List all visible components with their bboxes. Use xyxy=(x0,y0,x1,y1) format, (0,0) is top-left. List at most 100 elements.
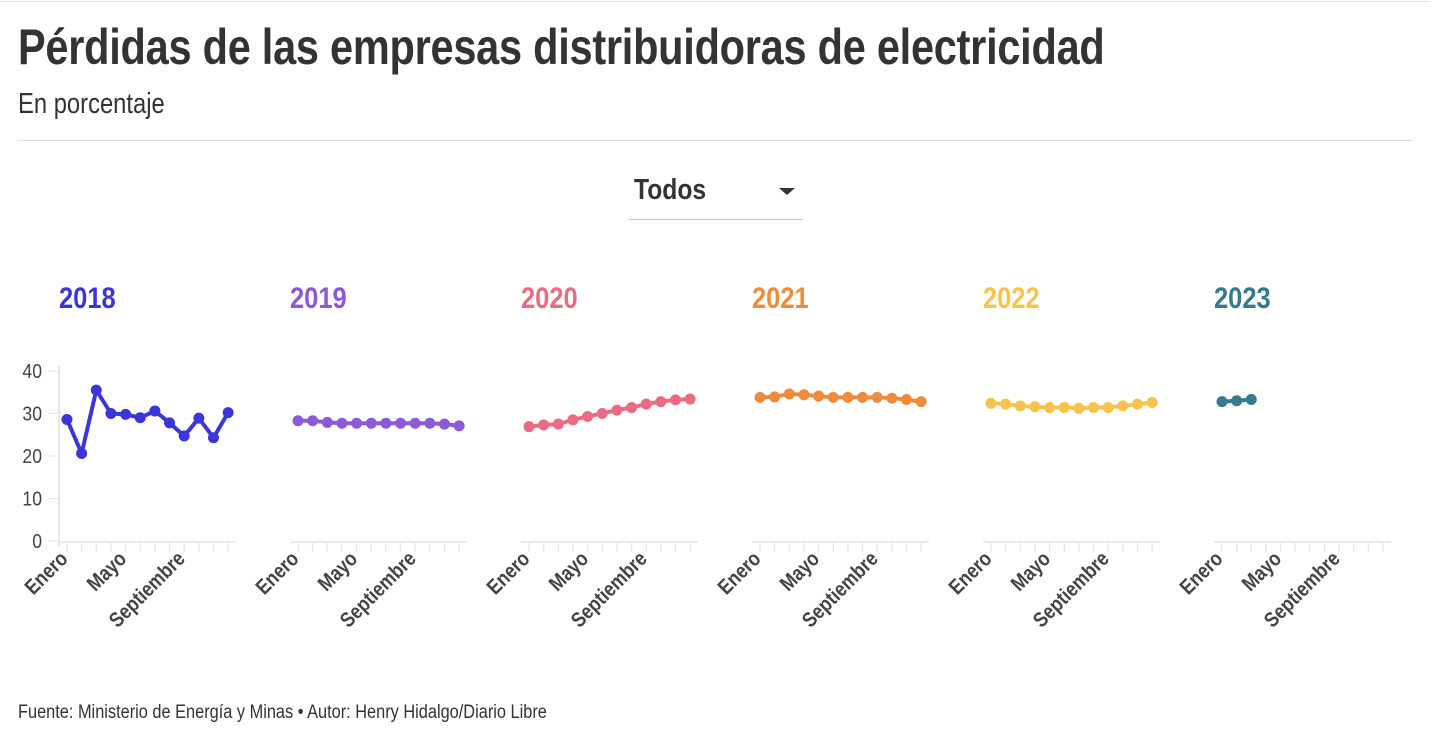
data-point xyxy=(1000,398,1012,410)
data-point xyxy=(208,432,219,444)
data-point xyxy=(307,415,319,427)
year-filter-select[interactable]: Todos xyxy=(628,168,803,220)
data-point xyxy=(1146,396,1158,408)
data-point xyxy=(567,414,579,426)
data-point xyxy=(365,417,377,429)
data-point xyxy=(1029,401,1041,413)
data-point xyxy=(395,417,407,429)
data-point xyxy=(409,417,421,429)
data-point xyxy=(552,418,564,430)
data-point xyxy=(76,447,88,459)
data-point xyxy=(596,408,608,419)
y-tick-label: 20 xyxy=(22,445,42,467)
x-tick-label: Mayo xyxy=(1006,547,1055,596)
x-tick-label: Mayo xyxy=(313,547,362,596)
data-point xyxy=(611,404,623,416)
data-point xyxy=(827,391,839,403)
y-tick-label: 30 xyxy=(22,402,42,424)
x-tick-label: Mayo xyxy=(544,547,593,596)
data-point xyxy=(193,412,205,424)
data-point xyxy=(901,393,912,405)
data-point xyxy=(1044,402,1056,414)
data-point xyxy=(453,420,465,432)
data-point xyxy=(538,419,550,431)
series-line-2018 xyxy=(65,388,231,456)
data-point xyxy=(655,396,667,408)
data-point xyxy=(439,418,450,430)
top-rule xyxy=(0,1,1430,2)
x-tick-label: Enero xyxy=(944,547,997,600)
caret-down-icon xyxy=(779,188,795,195)
data-point xyxy=(915,396,927,408)
data-point xyxy=(1058,402,1070,414)
data-point xyxy=(582,410,594,422)
x-tick-label: Enero xyxy=(713,547,766,600)
data-point xyxy=(684,393,696,405)
data-point xyxy=(1088,402,1100,414)
year-filter-value: Todos xyxy=(634,174,707,206)
data-point xyxy=(626,402,638,414)
x-tick-label: Enero xyxy=(20,547,73,600)
data-point xyxy=(886,392,898,404)
data-point xyxy=(813,390,825,402)
data-point xyxy=(380,417,392,429)
data-point xyxy=(640,398,652,410)
x-tick-label: Enero xyxy=(1175,547,1228,600)
year-label-2019: 2019 xyxy=(290,282,347,315)
data-point xyxy=(1073,402,1085,414)
data-point xyxy=(336,417,348,429)
data-point xyxy=(871,391,883,403)
data-point xyxy=(424,417,436,429)
data-point xyxy=(222,407,234,419)
data-point xyxy=(149,405,161,417)
data-point xyxy=(857,391,869,403)
data-point xyxy=(1132,398,1143,410)
data-point xyxy=(985,397,997,409)
header-divider xyxy=(17,140,1413,141)
year-label-2022: 2022 xyxy=(983,282,1040,315)
data-point xyxy=(61,413,73,425)
data-point xyxy=(1117,400,1129,412)
data-point xyxy=(321,416,333,428)
data-point xyxy=(670,394,681,406)
data-point xyxy=(523,421,535,433)
data-point xyxy=(120,408,132,420)
data-point xyxy=(134,412,146,424)
data-point xyxy=(164,417,176,429)
x-tick-label: Mayo xyxy=(775,547,824,596)
data-point xyxy=(798,389,810,401)
data-point xyxy=(754,391,766,403)
data-point xyxy=(178,430,190,442)
y-tick-label: 10 xyxy=(22,487,42,509)
data-point xyxy=(351,417,363,429)
x-tick-label: Enero xyxy=(482,547,535,600)
data-point xyxy=(1245,393,1257,405)
x-tick-label: Mayo xyxy=(1237,547,1286,596)
page-subtitle: En porcentaje xyxy=(18,88,165,120)
data-point xyxy=(1216,396,1228,408)
year-label-2023: 2023 xyxy=(1214,282,1271,315)
y-tick-label: 40 xyxy=(22,360,42,382)
data-point xyxy=(1231,395,1243,407)
year-label-2018: 2018 xyxy=(59,282,116,315)
data-point xyxy=(1014,400,1026,412)
y-tick-label: 0 xyxy=(32,530,42,552)
year-label-2020: 2020 xyxy=(521,282,578,315)
source-credit: Fuente: Ministerio de Energía y Minas • … xyxy=(18,702,547,723)
page-title: Pérdidas de las empresas distribuidoras … xyxy=(18,19,1105,75)
data-point xyxy=(769,391,781,403)
data-point xyxy=(105,408,117,419)
y-axis: 0 10 20 30 40 xyxy=(22,360,60,552)
data-point xyxy=(1102,402,1114,414)
x-tick-label: Mayo xyxy=(82,547,131,596)
data-point xyxy=(90,384,102,396)
x-tick-label: Enero xyxy=(251,547,304,600)
data-point xyxy=(842,391,854,403)
